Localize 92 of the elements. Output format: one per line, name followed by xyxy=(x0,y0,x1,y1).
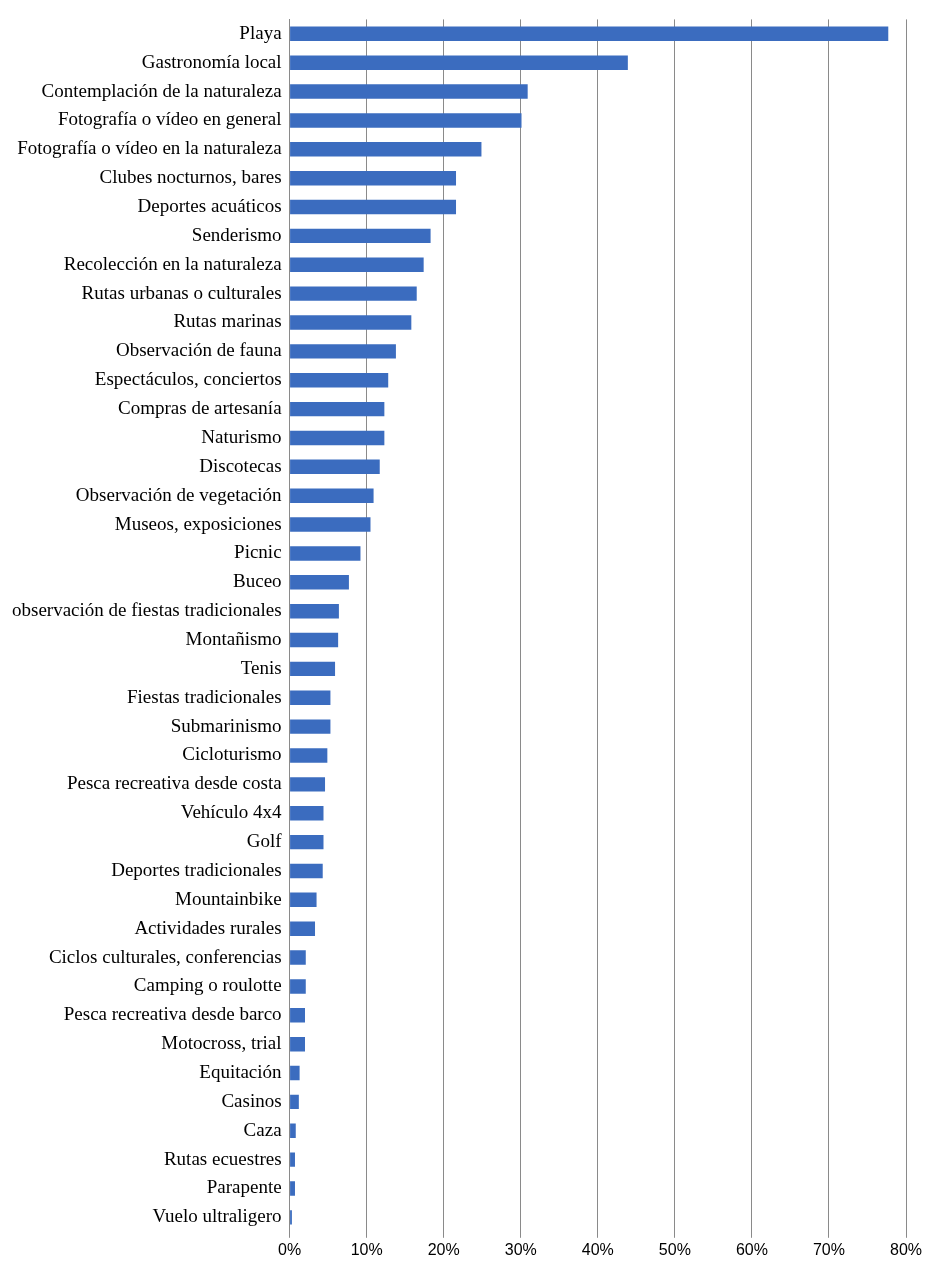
y-tick-label: Fotografía o vídeo en la naturaleza xyxy=(17,137,283,159)
bar xyxy=(290,170,457,186)
y-tick-label: Senderismo xyxy=(191,223,282,245)
bar xyxy=(290,1036,305,1052)
y-tick-label: Rutas urbanas o culturales xyxy=(81,281,282,303)
y-tick-label: Museos, exposiciones xyxy=(114,512,282,534)
bar xyxy=(290,546,361,561)
y-tick-label: Vuelo ultraligero xyxy=(152,1205,282,1227)
bar xyxy=(290,806,324,821)
y-tick-label: Tenis xyxy=(240,656,282,678)
bar xyxy=(290,257,424,272)
y-tick-label: Submarinismo xyxy=(170,714,282,736)
y-tick-label: Golf xyxy=(246,830,283,852)
y-tick-label: Clubes nocturnos, bares xyxy=(99,166,282,188)
bar xyxy=(290,632,339,648)
bar xyxy=(290,1181,295,1196)
y-tick-label: Discotecas xyxy=(199,454,282,476)
y-tick-label: Fiestas tradicionales xyxy=(126,685,282,707)
y-tick-label: Compras de artesanía xyxy=(118,397,283,419)
bar xyxy=(290,661,336,677)
y-tick-label: Rutas marinas xyxy=(173,310,282,332)
bar xyxy=(290,228,431,244)
x-tick-label: 60% xyxy=(735,1240,768,1258)
y-tick-label: Contemplación de la naturaleza xyxy=(41,79,283,101)
x-tick-label: 70% xyxy=(812,1240,845,1258)
bar xyxy=(290,344,396,359)
bar xyxy=(290,113,522,128)
bar xyxy=(290,199,457,215)
bar xyxy=(290,748,328,763)
bar xyxy=(290,921,316,936)
x-tick-label: 80% xyxy=(889,1240,923,1258)
y-tick-label: Recolección en la naturaleza xyxy=(63,252,283,274)
bar xyxy=(290,84,528,99)
y-tick-label: Pesca recreativa desde costa xyxy=(66,772,283,794)
y-tick-label: Actividades rurales xyxy=(134,916,282,938)
bar xyxy=(290,1152,295,1167)
y-tick-label: Picnic xyxy=(234,541,282,563)
y-tick-label: Mountainbike xyxy=(174,887,282,909)
bar xyxy=(290,979,306,994)
bar xyxy=(290,719,331,734)
y-tick-label: Cicloturismo xyxy=(182,743,282,765)
bar xyxy=(290,26,889,42)
bar xyxy=(290,488,374,503)
y-tick-label: Gastronomía local xyxy=(141,50,282,72)
y-tick-label: Rutas ecuestres xyxy=(163,1147,282,1169)
y-tick-label: Parapente xyxy=(206,1176,282,1198)
bar xyxy=(290,690,331,705)
bar xyxy=(290,459,380,475)
y-tick-label: observación de fiestas tradicionales xyxy=(12,599,282,621)
bar xyxy=(290,315,412,330)
y-tick-label: Espectáculos, conciertos xyxy=(94,368,282,390)
y-tick-label: Naturismo xyxy=(201,425,282,447)
x-tick-label: 30% xyxy=(504,1240,537,1258)
y-tick-label: Buceo xyxy=(233,570,282,592)
x-tick-label: 0% xyxy=(278,1240,302,1258)
bar xyxy=(290,863,323,879)
y-tick-label: Deportes acuáticos xyxy=(137,195,282,217)
bar xyxy=(290,1065,300,1081)
y-tick-label: Fotografía o vídeo en general xyxy=(57,108,282,130)
bar xyxy=(290,1123,296,1138)
bar xyxy=(290,401,385,417)
x-tick-label: 50% xyxy=(658,1240,691,1258)
bar xyxy=(290,55,628,70)
y-tick-label: Deportes tradicionales xyxy=(111,858,282,880)
y-tick-label: Pesca recreativa desde barco xyxy=(63,1003,282,1025)
y-tick-label: Casinos xyxy=(221,1089,282,1111)
y-tick-label: Motocross, trial xyxy=(161,1032,282,1054)
bar xyxy=(290,892,317,908)
bar xyxy=(290,286,417,301)
y-tick-label: Observación de vegetación xyxy=(75,483,283,505)
x-tick-label: 40% xyxy=(581,1240,614,1258)
bar xyxy=(290,575,349,590)
y-tick-label: Equitación xyxy=(199,1061,283,1083)
x-tick-label: 20% xyxy=(427,1240,460,1258)
y-tick-label: Playa xyxy=(239,21,283,43)
y-tick-label: Camping o roulotte xyxy=(133,974,282,996)
y-tick-label: Ciclos culturales, conferencias xyxy=(48,945,282,967)
bar xyxy=(290,834,324,850)
y-tick-label: Caza xyxy=(243,1118,283,1140)
x-tick-label: 10% xyxy=(350,1240,383,1258)
bar xyxy=(290,603,339,619)
y-tick-label: Montañismo xyxy=(185,628,282,650)
bar xyxy=(290,142,482,157)
y-tick-label: Vehículo 4x4 xyxy=(180,801,283,823)
y-tick-label: Observación de fauna xyxy=(115,339,283,361)
bar xyxy=(290,373,389,388)
bar xyxy=(290,1094,299,1110)
bar xyxy=(290,1008,305,1023)
bar xyxy=(290,777,326,792)
bar xyxy=(290,430,385,446)
bar xyxy=(290,950,306,965)
bar xyxy=(290,517,371,532)
